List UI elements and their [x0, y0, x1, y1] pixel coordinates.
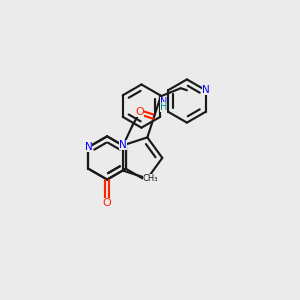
Text: H: H — [160, 102, 167, 112]
Text: N: N — [202, 85, 209, 95]
Text: O: O — [103, 198, 112, 208]
Text: N: N — [85, 142, 92, 152]
Text: O: O — [135, 107, 144, 117]
Text: N: N — [119, 140, 127, 150]
Text: CH₃: CH₃ — [143, 174, 158, 183]
Text: N: N — [160, 97, 167, 107]
